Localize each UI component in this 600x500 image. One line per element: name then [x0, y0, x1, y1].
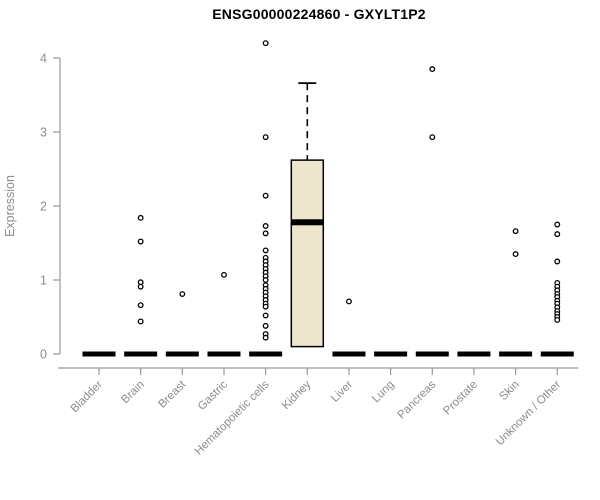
x-category-label: Bladder — [69, 379, 106, 416]
outlier-point — [179, 291, 186, 298]
collapsed-box — [82, 351, 116, 357]
y-tick-label: 4 — [40, 52, 47, 66]
collapsed-box — [165, 351, 199, 357]
x-category-label: Pancreas — [396, 378, 439, 421]
outlier-point — [512, 228, 519, 235]
x-category-label: Breast — [156, 378, 189, 411]
outlier-point — [262, 303, 269, 310]
outlier-point — [429, 66, 436, 73]
outlier-point — [262, 134, 269, 141]
collapsed-box — [332, 351, 366, 357]
outlier-point — [554, 258, 561, 265]
y-axis-title: Expression — [3, 175, 17, 237]
outlier-point — [262, 277, 269, 283]
collapsed-box — [499, 351, 533, 357]
outlier-point — [137, 238, 144, 245]
outlier-point — [262, 223, 269, 229]
outlier-point — [262, 322, 269, 329]
outlier-point — [137, 214, 144, 221]
collapsed-box — [374, 351, 408, 357]
x-category-label: Lung — [370, 379, 397, 406]
y-tick-label: 0 — [40, 348, 47, 362]
collapsed-box — [415, 351, 449, 357]
outlier-point — [262, 247, 269, 254]
outlier-point — [429, 134, 436, 141]
x-category-label: Brain — [119, 379, 146, 406]
outlier-point — [346, 298, 352, 305]
outlier-point — [554, 221, 561, 228]
collapsed-box — [540, 351, 574, 357]
outlier-point — [221, 271, 227, 278]
outlier-point — [137, 283, 144, 290]
chart-title: ENSG00000224860 - GXYLT1P2 — [212, 6, 426, 22]
outlier-point — [137, 302, 144, 309]
outlier-point — [262, 40, 269, 47]
x-category-label: Hematopoietic cells — [193, 378, 272, 457]
y-tick-label: 3 — [40, 126, 47, 140]
x-category-label: Gastric — [196, 378, 230, 412]
outlier-point — [262, 312, 269, 319]
x-category-label: Liver — [329, 379, 355, 405]
box-iqr — [290, 159, 325, 348]
outlier-point — [554, 317, 561, 323]
outlier-point — [137, 318, 144, 325]
y-tick-label: 2 — [40, 200, 47, 214]
x-category-label: Kidney — [280, 378, 314, 412]
collapsed-box — [124, 351, 158, 357]
outlier-point — [512, 251, 519, 258]
outlier-point — [262, 230, 269, 237]
x-category-label: Prostate — [441, 379, 480, 418]
collapsed-box — [249, 351, 283, 357]
collapsed-box — [457, 351, 491, 357]
outlier-point — [554, 231, 561, 238]
x-category-label: Skin — [497, 379, 521, 403]
box-median — [291, 219, 324, 226]
outlier-point — [262, 192, 269, 199]
y-tick-label: 1 — [40, 274, 47, 288]
collapsed-box — [207, 351, 241, 357]
outlier-point — [262, 334, 269, 341]
